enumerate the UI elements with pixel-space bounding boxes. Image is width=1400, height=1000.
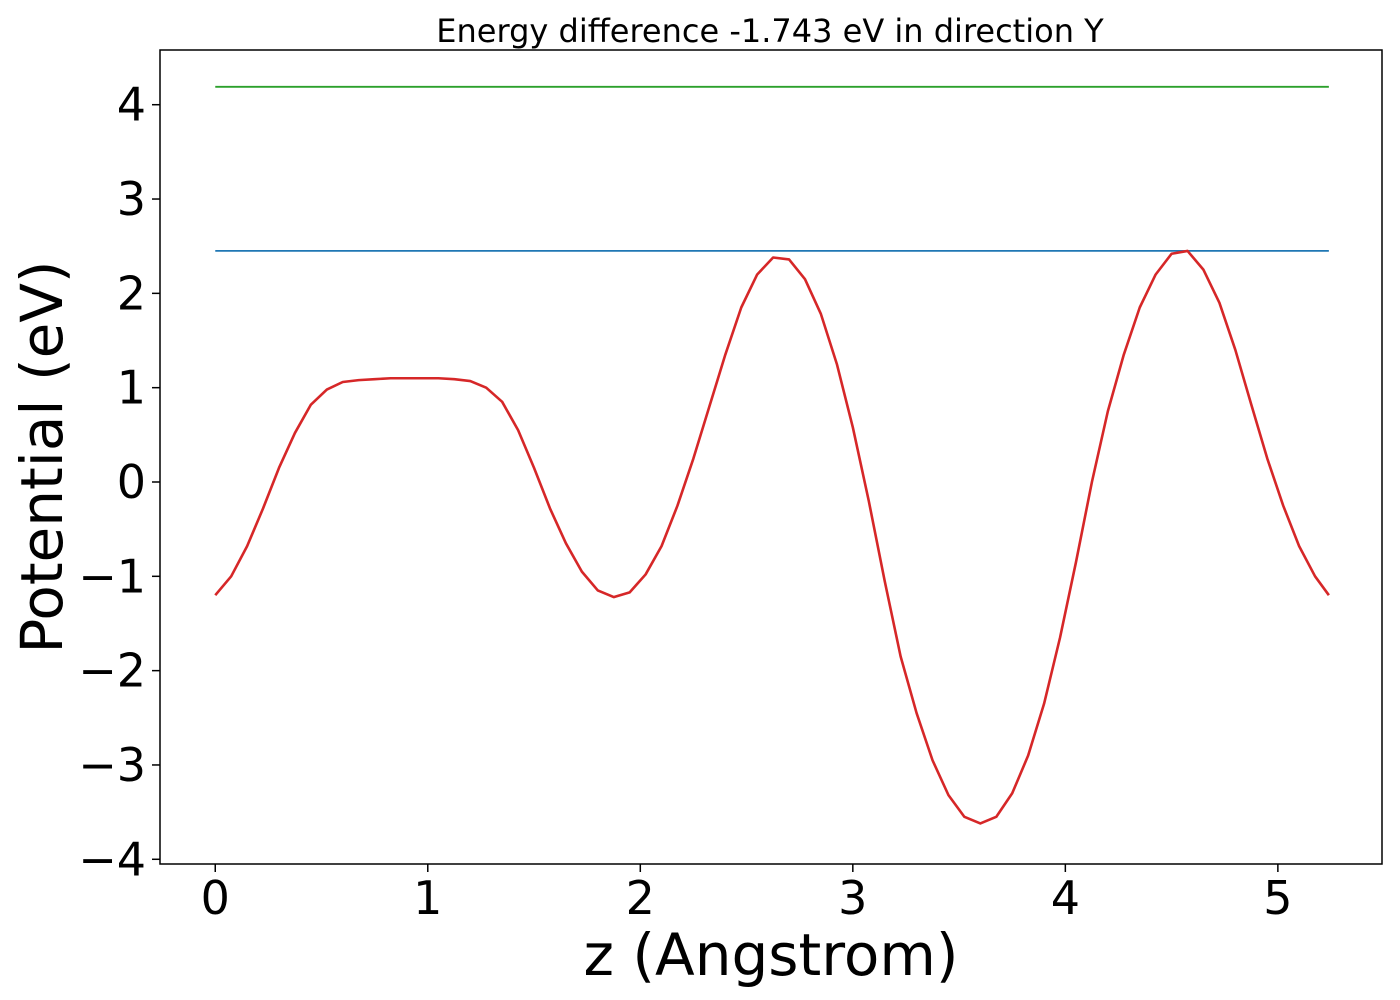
y-tick-label: 0 xyxy=(117,455,146,509)
y-axis-ticks: −4 −3 −2 −1 0 1 2 3 4 xyxy=(78,78,160,886)
x-axis-ticks: 0 1 2 3 4 5 xyxy=(201,864,1293,925)
x-tick-label: 4 xyxy=(1051,871,1080,925)
y-tick-label: −1 xyxy=(78,549,146,603)
plot-frame xyxy=(159,49,1383,865)
y-tick-label: −4 xyxy=(78,832,146,886)
y-axis-label: Potential (eV) xyxy=(8,260,76,653)
y-tick-label: 3 xyxy=(117,172,146,226)
x-tick-label: 3 xyxy=(838,871,867,925)
x-tick-label: 1 xyxy=(413,871,442,925)
y-tick-label: −2 xyxy=(78,644,146,698)
series-line-2 xyxy=(214,249,1330,825)
y-tick-label: 4 xyxy=(117,78,146,132)
y-tick-label: 1 xyxy=(117,361,146,415)
y-tick-label: −3 xyxy=(78,738,146,792)
x-tick-label: 0 xyxy=(201,871,230,925)
x-tick-label: 5 xyxy=(1263,871,1292,925)
x-axis-label: z (Angstrom) xyxy=(584,921,959,989)
chart-title: Energy difference -1.743 eV in direction… xyxy=(436,12,1104,50)
x-tick-label: 2 xyxy=(626,871,655,925)
y-tick-label: 2 xyxy=(117,266,146,320)
series-layer xyxy=(214,85,1330,825)
